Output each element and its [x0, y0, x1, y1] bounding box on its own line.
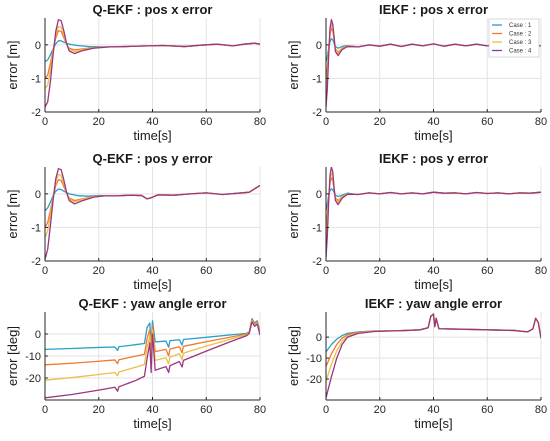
y-tick-label: -1 [31, 73, 41, 85]
x-axis-label: time[s] [133, 277, 171, 292]
x-tick-label: 0 [42, 404, 48, 416]
subplot-title: Q-EKF : yaw angle error [78, 296, 226, 311]
y-axis-label: error [deg] [286, 326, 301, 386]
x-tick-label: 0 [323, 404, 329, 416]
x-tick-label: 20 [93, 404, 105, 416]
y-tick-label: -2 [312, 107, 322, 119]
x-tick-label: 80 [254, 404, 266, 416]
y-tick-label: -2 [312, 256, 322, 268]
subplot-6: 0 20 40 60 80 -20 -10 0 IEKF : yaw angle error ti… [286, 296, 547, 431]
x-tick-label: 60 [200, 265, 212, 277]
x-tick-label: 40 [427, 404, 439, 416]
y-tick-label: 0 [35, 189, 41, 201]
series-overlay-line [45, 168, 260, 260]
x-tick-label: 0 [323, 116, 329, 128]
y-tick-label: -1 [312, 222, 322, 234]
x-axis-label: time[s] [133, 128, 171, 143]
x-tick-label: 80 [254, 265, 266, 277]
y-axis-label: error [m] [5, 189, 20, 238]
x-tick-label: 20 [374, 116, 386, 128]
x-tick-label: 60 [200, 404, 212, 416]
x-axis-label: time[s] [414, 277, 452, 292]
x-tick-label: 40 [146, 404, 158, 416]
x-tick-label: 80 [535, 116, 547, 128]
y-tick-label: 0 [316, 332, 322, 344]
y-tick-label: -10 [306, 353, 322, 365]
x-tick-label: 60 [481, 404, 493, 416]
legend: Case : 1 Case : 2 Case : 3 Case : 4 [488, 18, 540, 58]
subplot-4: 0 20 40 60 80 -2 -1 0 IEKF : pos y error time[s] e… [286, 151, 547, 292]
x-axis-label: time[s] [414, 416, 452, 431]
x-tick-label: 20 [93, 116, 105, 128]
subplot-title: IEKF : yaw angle error [365, 296, 502, 311]
subplot-3: 0 20 40 60 80 -2 -1 0 Q-EKF : pos y error time[s]… [5, 151, 266, 292]
y-axis-label: error [m] [286, 40, 301, 89]
y-axis-label: error [m] [286, 189, 301, 238]
legend-label-case4: Case : 4 [509, 49, 532, 55]
x-tick-label: 20 [374, 265, 386, 277]
series-overlay-line [326, 313, 541, 398]
subplot-title: IEKF : pos y error [379, 151, 488, 166]
x-tick-label: 0 [323, 265, 329, 277]
subplot-title: Q-EKF : pos x error [93, 2, 213, 17]
x-tick-label: 80 [254, 116, 266, 128]
y-tick-label: 0 [316, 189, 322, 201]
x-tick-label: 0 [42, 116, 48, 128]
y-tick-label: -1 [31, 222, 41, 234]
x-tick-label: 20 [374, 404, 386, 416]
y-tick-label: -20 [306, 374, 322, 386]
legend-label-case2: Case : 2 [509, 32, 532, 38]
subplot-title: IEKF : pos x error [379, 2, 488, 17]
x-tick-label: 80 [535, 265, 547, 277]
x-tick-label: 40 [146, 116, 158, 128]
x-tick-label: 60 [481, 265, 493, 277]
x-tick-label: 40 [427, 265, 439, 277]
y-tick-label: -10 [25, 351, 41, 363]
series-overlay-line [45, 321, 260, 399]
subplot-1: 0 20 40 60 80 -2 -1 0 Q-EKF : pos x error time[s]… [5, 2, 266, 143]
subplot-title: Q-EKF : pos y error [93, 151, 213, 166]
legend-label-case3: Case : 3 [509, 40, 532, 46]
y-tick-label: -2 [31, 256, 41, 268]
y-tick-label: -1 [312, 73, 322, 85]
x-tick-label: 80 [535, 404, 547, 416]
y-axis-label: error [m] [5, 40, 20, 89]
y-tick-label: 0 [35, 329, 41, 341]
subplot-5: 0 20 40 60 80 -20 -10 0 Q-EKF : yaw angle error t… [5, 296, 266, 431]
x-tick-label: 20 [93, 265, 105, 277]
series-overlay-line [326, 167, 541, 258]
series-overlay-line [45, 19, 260, 108]
x-tick-label: 40 [427, 116, 439, 128]
subplot-2: 0 20 40 60 80 -2 -1 0 IEKF : pos x error time[s] e… [286, 2, 547, 143]
x-tick-label: 0 [42, 265, 48, 277]
y-tick-label: 0 [316, 40, 322, 52]
legend-label-case1: Case : 1 [509, 23, 532, 29]
y-tick-label: 0 [35, 40, 41, 52]
x-tick-label: 60 [481, 116, 493, 128]
y-axis-label: error [deg] [5, 326, 20, 386]
x-axis-label: time[s] [133, 416, 171, 431]
x-tick-label: 40 [146, 265, 158, 277]
y-tick-label: -20 [25, 373, 41, 385]
y-tick-label: -2 [31, 107, 41, 119]
x-axis-label: time[s] [414, 128, 452, 143]
x-tick-label: 60 [200, 116, 212, 128]
